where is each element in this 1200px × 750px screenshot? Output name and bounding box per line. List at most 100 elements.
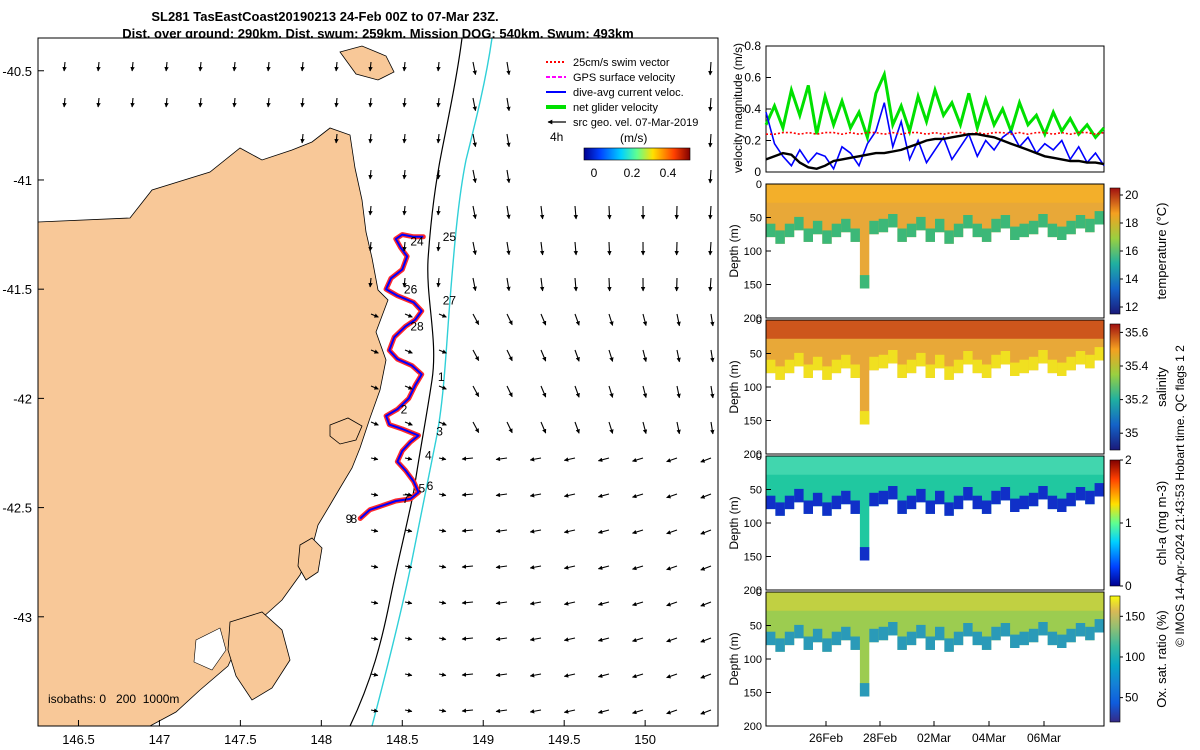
section-deep-cell bbox=[1057, 634, 1067, 648]
section-deep-cell bbox=[1000, 351, 1011, 365]
section-deep-cell bbox=[1066, 628, 1076, 643]
section-surface-band bbox=[766, 592, 1104, 611]
section-deep-cell bbox=[794, 624, 804, 639]
section-deep-cell bbox=[1094, 211, 1104, 225]
section-deep-cell bbox=[1057, 226, 1067, 240]
section-deep-cell bbox=[953, 495, 964, 510]
current-vector bbox=[573, 277, 578, 292]
current-vector bbox=[574, 385, 580, 398]
section-deep-cell bbox=[1019, 223, 1029, 238]
current-vector bbox=[472, 421, 480, 433]
section-deep-cell bbox=[831, 223, 842, 238]
section-deep-cell bbox=[878, 354, 889, 369]
current-vector bbox=[700, 637, 712, 643]
section-colorbar bbox=[1109, 459, 1121, 587]
current-vector bbox=[438, 636, 447, 641]
isobaths-label: isobaths: 0 200 1000m bbox=[48, 692, 179, 706]
map-ytick-label: -41.5 bbox=[2, 282, 32, 297]
current-vector bbox=[666, 457, 678, 463]
section-deep-cell bbox=[906, 495, 917, 510]
day-label-26: 26 bbox=[404, 283, 418, 297]
map-ytick-label: -40.5 bbox=[2, 64, 32, 79]
current-vector bbox=[597, 565, 610, 570]
current-vector bbox=[506, 313, 513, 326]
current-vector bbox=[370, 313, 379, 318]
current-vector bbox=[506, 421, 513, 434]
section-deep-cell bbox=[897, 364, 907, 378]
map-colorbar-tick-1: 0.2 bbox=[624, 166, 641, 180]
current-vector bbox=[708, 277, 713, 292]
current-vector bbox=[368, 277, 373, 288]
day-label-1: 1 bbox=[438, 370, 445, 384]
current-vector bbox=[436, 61, 441, 72]
day-label-6: 6 bbox=[427, 479, 434, 493]
section-deep-cell bbox=[812, 628, 823, 643]
section-deep-cell bbox=[1038, 622, 1048, 636]
section-deep-cell bbox=[850, 636, 860, 650]
section-deep-cell bbox=[935, 490, 945, 505]
section-deep-cell bbox=[963, 351, 973, 365]
section-deep-cell bbox=[944, 230, 954, 244]
current-vector bbox=[529, 709, 542, 714]
section-ytick-label: 50 bbox=[750, 485, 762, 497]
section-deep-cell bbox=[888, 622, 898, 636]
section-deep-cell bbox=[775, 230, 785, 244]
current-vector bbox=[506, 169, 511, 184]
section-deep-cell bbox=[1057, 498, 1067, 512]
section-deep-cell bbox=[906, 359, 917, 374]
section-ytick-label: 50 bbox=[750, 349, 762, 361]
day-label-5: 5 bbox=[418, 481, 425, 495]
section-deep-cell bbox=[784, 359, 795, 374]
current-vector bbox=[563, 709, 576, 714]
current-vector bbox=[402, 277, 407, 288]
section-deep-cell bbox=[972, 495, 982, 510]
current-vector bbox=[404, 492, 413, 497]
current-vector bbox=[370, 672, 379, 677]
current-vector bbox=[370, 492, 379, 497]
bay-inlet bbox=[193, 627, 227, 671]
section-ytick-label: 200 bbox=[744, 313, 762, 325]
section-deep-cell bbox=[822, 638, 832, 652]
current-vector bbox=[506, 97, 511, 112]
colorbar-tick-label: 0 bbox=[1125, 579, 1132, 593]
current-vector bbox=[495, 636, 508, 642]
current-vector bbox=[370, 456, 379, 461]
current-vector bbox=[632, 457, 644, 463]
section-deep-cell bbox=[1085, 218, 1095, 233]
current-vector bbox=[368, 205, 373, 216]
current-vector bbox=[666, 493, 678, 499]
map-x-axis: 146.5 147 147.5 148 148.5 149 149.5 150 bbox=[62, 720, 656, 747]
section-ytick-label: 100 bbox=[744, 518, 762, 530]
current-vector bbox=[700, 457, 712, 463]
day-label-25: 25 bbox=[443, 230, 457, 244]
current-vector bbox=[404, 349, 413, 354]
current-vector bbox=[632, 673, 644, 679]
current-vector bbox=[710, 313, 715, 327]
title-line-2: Dist. over ground: 290km. Dist. swum: 25… bbox=[122, 26, 634, 41]
current-vector bbox=[506, 385, 513, 398]
current-vector bbox=[676, 313, 681, 327]
current-vector bbox=[438, 672, 447, 677]
current-vector bbox=[370, 636, 379, 641]
current-vector bbox=[232, 61, 237, 72]
current-vector bbox=[632, 493, 644, 499]
tasman-peninsula bbox=[227, 611, 291, 701]
section-deep-cell bbox=[888, 486, 898, 500]
current-vector bbox=[539, 277, 545, 292]
section-ylabel: Depth (m) bbox=[727, 632, 741, 685]
section-deep-cell bbox=[991, 218, 1001, 233]
section-deep-cell bbox=[963, 215, 973, 229]
section-deep-cell bbox=[1000, 487, 1011, 501]
current-vector bbox=[495, 456, 508, 462]
section-deep-cell bbox=[1000, 215, 1011, 229]
map-y-axis: -40.5 -41 -41.5 -42 -42.5 -43 bbox=[2, 64, 44, 625]
section-deep-cell bbox=[812, 356, 823, 371]
current-vector bbox=[300, 61, 305, 72]
current-vector bbox=[597, 529, 610, 534]
section-deep-cell bbox=[972, 631, 982, 646]
section-deep-cell bbox=[1019, 495, 1029, 510]
section-deep-cell bbox=[822, 230, 832, 244]
section-deep-cell bbox=[925, 364, 935, 378]
current-vector bbox=[404, 600, 413, 605]
